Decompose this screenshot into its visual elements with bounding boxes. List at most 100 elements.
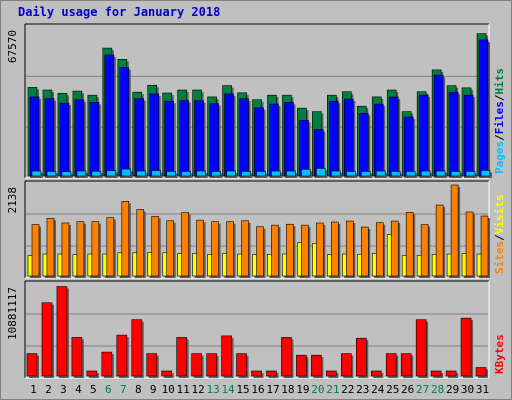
files-bar xyxy=(44,98,55,177)
legend-hits: Hits xyxy=(493,68,506,95)
sites-bar xyxy=(166,220,175,277)
kbytes-bar xyxy=(355,337,367,377)
kbytes-ymax-label: 10881117 xyxy=(6,287,19,340)
sites-bar xyxy=(360,226,369,277)
kbytes-bar xyxy=(161,370,173,377)
day-tick-label: 27 xyxy=(416,383,429,396)
pages-bar xyxy=(76,170,87,177)
sites-bar xyxy=(76,221,85,277)
kbytes-bar xyxy=(430,370,442,377)
pages-bar xyxy=(196,170,206,177)
files-bar xyxy=(284,102,294,177)
kbytes-bar xyxy=(266,370,277,377)
day-tick-label: 29 xyxy=(446,383,459,396)
pages-bar xyxy=(31,170,42,177)
sites-bar xyxy=(181,212,189,277)
sites-bar xyxy=(286,223,294,277)
pages-bar xyxy=(271,170,281,177)
day-tick-label: 18 xyxy=(281,383,294,396)
files-bar xyxy=(433,74,444,177)
kbytes-bar xyxy=(26,353,38,377)
pages-bar xyxy=(151,170,162,177)
pages-bar xyxy=(405,171,416,177)
files-bar xyxy=(418,94,429,177)
kbytes-bar xyxy=(400,353,412,377)
files-bar xyxy=(149,93,160,177)
day-tick-label: 19 xyxy=(296,383,309,396)
sites-bar xyxy=(465,211,474,277)
pages-bar xyxy=(91,170,102,177)
sites-bar xyxy=(106,217,115,277)
files-bar xyxy=(373,103,384,177)
day-tick-label: 20 xyxy=(311,383,324,396)
kbytes-bar xyxy=(71,337,83,377)
files-bar xyxy=(254,107,264,177)
day-tick-label: 9 xyxy=(150,383,157,396)
files-bar xyxy=(329,100,339,177)
pages-bar xyxy=(226,170,236,177)
kbytes-bar xyxy=(176,337,187,377)
kbytes-bar xyxy=(191,353,202,377)
kbytes-bar xyxy=(341,353,352,377)
day-tick-label: 11 xyxy=(177,383,190,396)
day-tick-label: 10 xyxy=(162,383,175,396)
pages-bar xyxy=(61,171,72,177)
sites-bar xyxy=(151,216,160,277)
day-tick-label: 1 xyxy=(30,383,37,396)
kbytes-bar xyxy=(206,353,217,377)
day-tick-label: 21 xyxy=(326,383,339,396)
pages-bar xyxy=(450,171,461,177)
files-bar xyxy=(29,96,40,177)
pages-bar xyxy=(301,169,311,177)
files-bar xyxy=(119,67,130,177)
day-tick-label: 12 xyxy=(192,383,205,396)
files-bar xyxy=(478,39,489,177)
pages-bar xyxy=(346,171,356,177)
sites-bar xyxy=(136,209,145,277)
pages-bar xyxy=(331,170,341,177)
sites-bar xyxy=(61,222,70,277)
files-bar xyxy=(134,98,145,177)
files-bar xyxy=(59,102,70,177)
pages-bar xyxy=(375,170,386,177)
pages-bar xyxy=(121,168,132,177)
kbytes-bar xyxy=(415,319,427,377)
pages-bar xyxy=(286,170,296,177)
sites-bar xyxy=(435,204,444,277)
day-tick-label: 15 xyxy=(236,383,249,396)
files-bar xyxy=(164,100,175,177)
sites-bar xyxy=(256,226,264,277)
pages-bar xyxy=(420,170,431,177)
sites-bar xyxy=(390,220,399,277)
files-bar xyxy=(463,94,474,177)
day-tick-label: 30 xyxy=(461,383,474,396)
day-tick-label: 8 xyxy=(135,383,142,396)
kbytes-bar xyxy=(41,302,53,377)
files-bar xyxy=(89,102,100,177)
legend-pages: Pages xyxy=(493,141,506,174)
day-tick-label: 13 xyxy=(206,383,219,396)
series-legend-kbytes: KBytes xyxy=(493,334,506,374)
series-legend-hits-files-pages: Pages/Files/Hits xyxy=(493,68,506,174)
sites-bar xyxy=(271,224,279,277)
sites-bar xyxy=(331,221,339,277)
files-bar xyxy=(194,100,204,177)
kbytes-bar xyxy=(370,370,382,377)
kbytes-bar xyxy=(146,353,158,377)
visits-ymax-label: 2138 xyxy=(6,187,19,214)
sites-bar xyxy=(226,221,234,277)
kbytes-bar xyxy=(131,319,143,377)
day-tick-label: 28 xyxy=(431,383,444,396)
series-legend-visits-sites: Sites/Visits xyxy=(493,195,506,275)
files-bar xyxy=(344,98,354,177)
day-tick-label: 6 xyxy=(105,383,112,396)
pages-bar xyxy=(480,170,491,177)
pages-bar xyxy=(360,171,371,177)
sites-bar xyxy=(121,201,130,277)
kbytes-bar xyxy=(56,286,68,377)
day-tick-label: 24 xyxy=(371,383,385,396)
pages-bar xyxy=(256,171,266,177)
files-bar xyxy=(388,96,399,177)
files-bar xyxy=(104,54,115,177)
files-bar xyxy=(224,93,234,177)
